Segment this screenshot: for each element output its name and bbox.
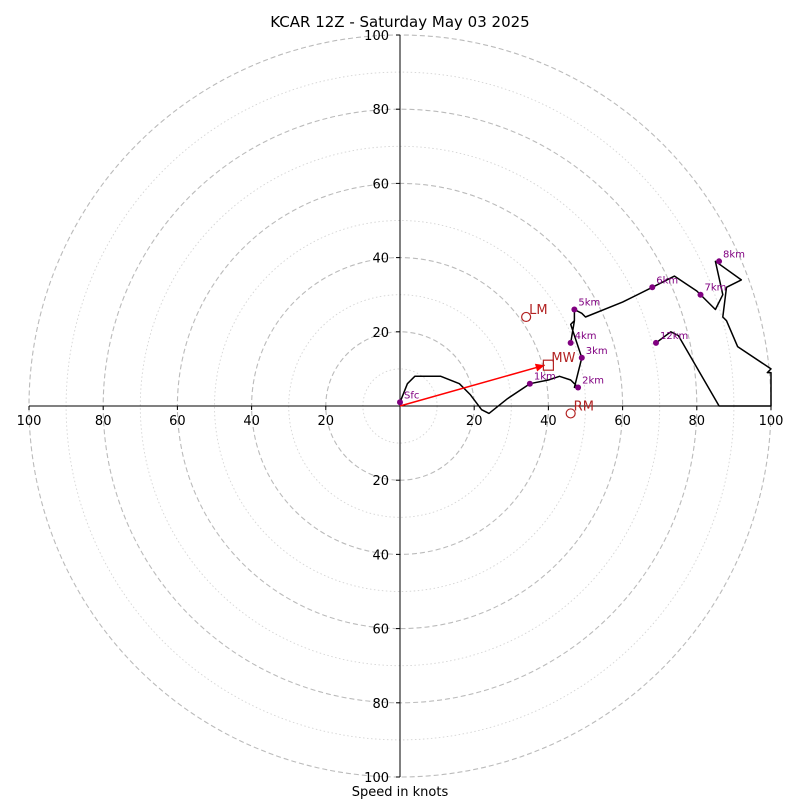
mean-wind-marker	[542, 359, 555, 371]
x-tick-label: 100	[17, 414, 42, 429]
y-tick-label: 80	[372, 697, 389, 712]
height-label: 8km	[723, 249, 745, 260]
y-tick-label: 20	[372, 326, 389, 341]
tick-labels: 100 80 60 40 20 20 40 60 80 100 100 80 60 40 20 20 40 60 8…	[17, 29, 784, 786]
storm-motion-label: MW	[551, 351, 575, 366]
height-point	[652, 339, 659, 346]
height-point	[649, 284, 656, 291]
height-label: 1km	[534, 372, 556, 383]
x-tick-label: 60	[169, 414, 186, 429]
chart-title: KCAR 12Z - Saturday May 03 2025	[270, 13, 529, 31]
storm-motion-label: RM	[574, 399, 594, 414]
y-tick-label: 40	[372, 252, 389, 267]
storm-motion-marker	[521, 311, 532, 323]
height-point	[716, 258, 723, 265]
y-tick-label: 80	[372, 103, 389, 118]
height-label: 5km	[578, 298, 600, 309]
y-tick-label: 40	[372, 548, 389, 563]
y-tick-label: 100	[364, 771, 389, 786]
y-tick-label: 60	[372, 623, 389, 638]
hodograph-trace	[399, 260, 772, 415]
height-label: 2km	[582, 375, 604, 386]
x-tick-label: 100	[759, 414, 784, 429]
x-tick-label: 60	[614, 414, 631, 429]
height-point	[571, 306, 578, 313]
x-tick-label: 20	[318, 414, 335, 429]
storm-motion-markers: LM MW RM	[521, 303, 594, 419]
height-point	[578, 354, 585, 361]
height-label: 6km	[656, 275, 678, 286]
height-point	[526, 380, 533, 387]
mean-wind-vector	[399, 363, 545, 407]
height-point	[575, 384, 582, 391]
height-label: 3km	[586, 346, 608, 357]
y-tick-label: 60	[372, 177, 389, 192]
storm-motion-label: LM	[529, 303, 547, 318]
height-point	[697, 291, 704, 298]
height-label: 7km	[705, 283, 727, 294]
x-tick-label: 40	[243, 414, 260, 429]
hodograph-line	[399, 260, 772, 415]
x-tick-label: 80	[95, 414, 112, 429]
x-tick-label: 40	[540, 414, 557, 429]
y-tick-label: 20	[372, 474, 389, 489]
height-points: Sfc 1km 2km 3km 4km 5km 6km 7km 8km 12km	[397, 249, 745, 406]
x-tick-label: 80	[689, 414, 706, 429]
x-tick-label: 20	[466, 414, 483, 429]
storm-motion-marker	[565, 408, 576, 419]
height-label: 4km	[575, 331, 597, 342]
mean-wind-vector-line	[399, 364, 545, 407]
height-label: Sfc	[404, 390, 419, 401]
y-tick-label: 100	[364, 29, 389, 44]
mean-wind-arrowhead	[534, 363, 545, 372]
height-point	[397, 399, 403, 406]
height-label: 12km	[660, 331, 688, 342]
x-axis-label: Speed in knots	[352, 785, 449, 800]
height-point	[567, 339, 574, 346]
